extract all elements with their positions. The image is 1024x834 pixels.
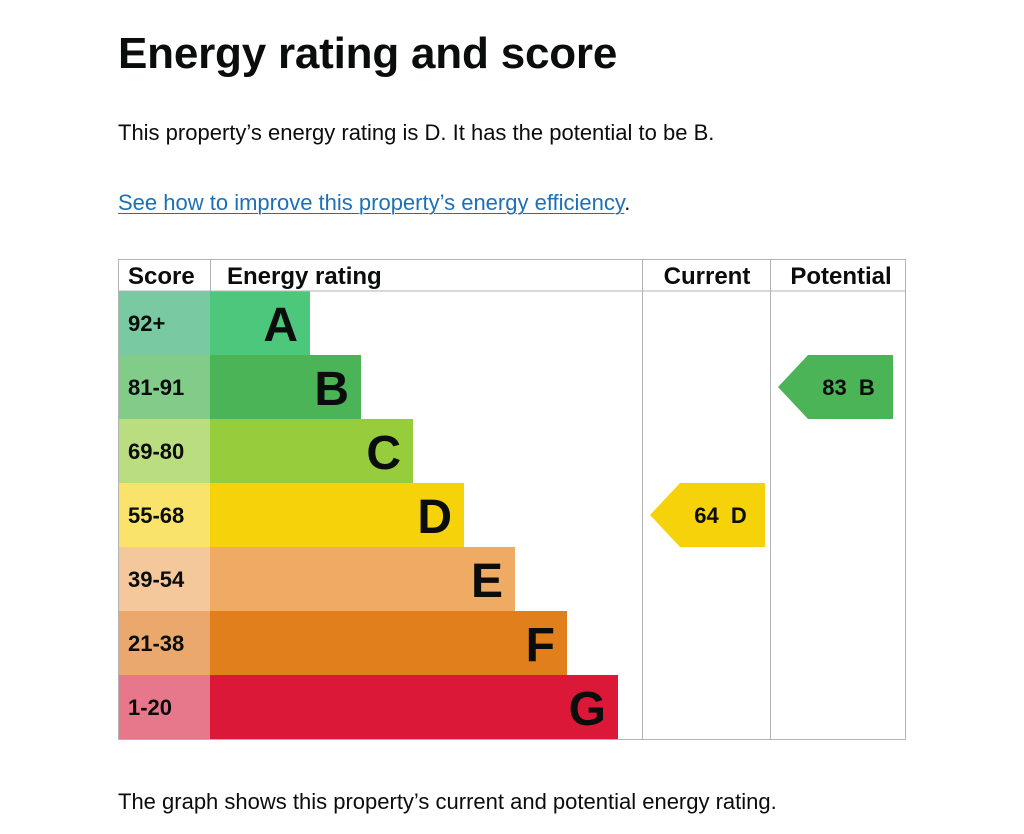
score-label-c: 69-80 — [128, 439, 184, 464]
header-current: Current — [664, 263, 751, 290]
chart-grid — [118, 259, 906, 740]
rating-letter-e: E — [471, 555, 503, 608]
current-rating-marker-label: 64 D — [694, 503, 747, 528]
page-title: Energy rating and score — [118, 29, 618, 78]
rating-bar-b — [210, 355, 361, 419]
rating-letter-g: G — [569, 683, 606, 736]
chart-border — [118, 259, 906, 740]
header-score: Score — [128, 263, 195, 290]
rating-letter-b: B — [314, 363, 349, 416]
improve-link-line: See how to improve this property’s energ… — [118, 189, 630, 217]
score-label-d: 55-68 — [128, 503, 184, 528]
score-cell-c — [118, 419, 210, 483]
improve-energy-efficiency-link[interactable]: See how to improve this property’s energ… — [118, 190, 625, 215]
score-label-f: 21-38 — [128, 631, 184, 656]
rating-bar-f — [210, 611, 567, 675]
score-cell-e — [118, 547, 210, 611]
potential-rating-marker — [778, 355, 893, 419]
score-cell-d — [118, 483, 210, 547]
score-cell-f — [118, 611, 210, 675]
rating-bar-a — [210, 291, 310, 355]
potential-rating-marker-label: 83 B — [822, 375, 875, 400]
rating-summary: This property’s energy rating is D. It h… — [118, 120, 715, 145]
chart-headers: Score Energy rating Current Potential — [128, 263, 892, 290]
rating-letter-d: D — [417, 491, 452, 544]
link-suffix: . — [624, 190, 631, 215]
score-cell-a — [118, 291, 210, 355]
rating-letter-a: A — [263, 299, 298, 352]
score-cell-b — [118, 355, 210, 419]
graph-description: The graph shows this property’s current … — [118, 789, 777, 814]
rating-bar-d — [210, 483, 464, 547]
rating-letter-f: F — [526, 619, 555, 672]
rating-bar-c — [210, 419, 413, 483]
score-label-b: 81-91 — [128, 375, 184, 400]
header-energy-rating: Energy rating — [227, 263, 382, 290]
rating-bar-e — [210, 547, 515, 611]
rating-markers: 64 D 83 B — [650, 355, 893, 547]
score-label-g: 1-20 — [128, 695, 172, 720]
current-rating-marker — [650, 483, 765, 547]
rating-letter-c: C — [366, 427, 401, 480]
score-label-a: 92+ — [128, 311, 165, 336]
header-potential: Potential — [790, 263, 891, 290]
rating-bands: 92+ A 81-91 B 69-80 C 55-68 D 39-54 E 21-38 F 1-20 G — [118, 291, 618, 739]
rating-bar-g — [210, 675, 618, 739]
score-label-e: 39-54 — [128, 567, 185, 592]
score-cell-g — [118, 675, 210, 739]
